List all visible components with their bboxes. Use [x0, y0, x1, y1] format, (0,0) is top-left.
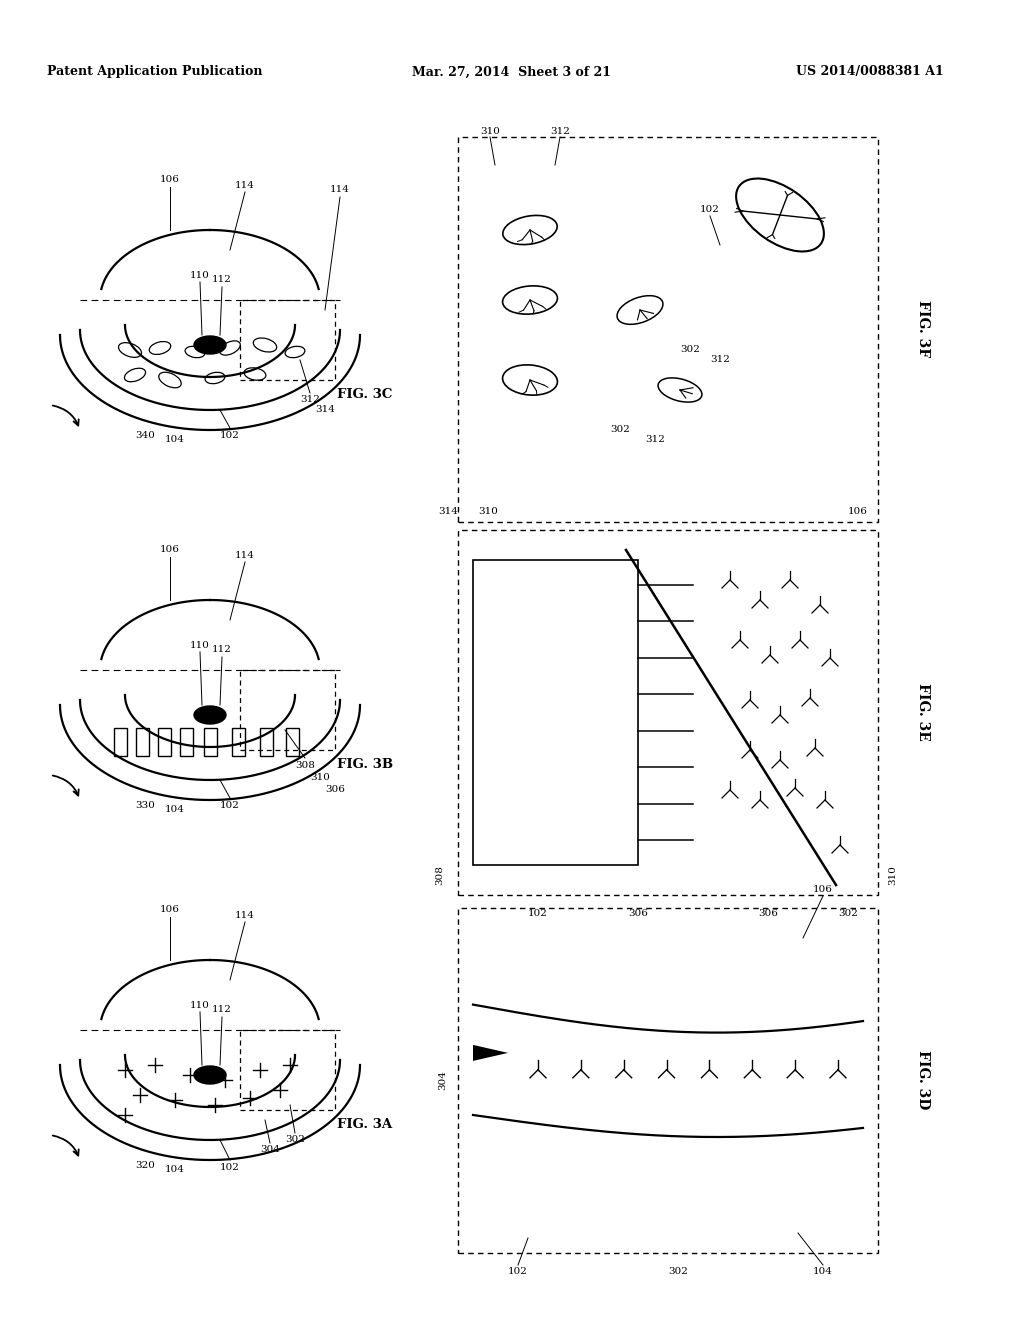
Text: US 2014/0088381 A1: US 2014/0088381 A1: [796, 66, 944, 78]
Bar: [240, 1030, 335, 1110]
Text: 302: 302: [610, 425, 630, 434]
Text: 320: 320: [135, 1160, 155, 1170]
Text: FIG. 3F: FIG. 3F: [916, 301, 930, 358]
Text: 102: 102: [528, 908, 548, 917]
Bar: [259, 729, 272, 756]
Text: 102: 102: [508, 1266, 528, 1275]
Text: 114: 114: [236, 181, 255, 190]
Text: FIG. 3A: FIG. 3A: [338, 1118, 392, 1131]
Text: 310: 310: [480, 128, 500, 136]
Text: 114: 114: [236, 550, 255, 560]
Text: 302: 302: [680, 346, 700, 355]
Text: 106: 106: [848, 507, 868, 516]
Text: 104: 104: [813, 1266, 833, 1275]
Text: 110: 110: [190, 640, 210, 649]
Text: FIG. 3B: FIG. 3B: [337, 759, 393, 771]
Text: 306: 306: [628, 908, 648, 917]
Text: 314: 314: [438, 507, 458, 516]
Text: 302: 302: [838, 908, 858, 917]
Bar: [240, 300, 335, 380]
Text: 304: 304: [260, 1146, 280, 1155]
Text: 104: 104: [165, 805, 185, 814]
Text: 106: 106: [160, 545, 180, 554]
Text: 102: 102: [700, 206, 720, 214]
Text: 330: 330: [135, 800, 155, 809]
Text: 114: 114: [330, 186, 350, 194]
Text: 102: 102: [220, 800, 240, 809]
Bar: [204, 729, 216, 756]
Ellipse shape: [194, 337, 226, 354]
Text: 308: 308: [435, 865, 444, 884]
Text: 340: 340: [135, 430, 155, 440]
Text: 306: 306: [325, 785, 345, 795]
Bar: [473, 560, 638, 865]
Bar: [458, 531, 878, 895]
Text: Mar. 27, 2014  Sheet 3 of 21: Mar. 27, 2014 Sheet 3 of 21: [413, 66, 611, 78]
Text: 112: 112: [212, 1006, 232, 1015]
Polygon shape: [473, 1045, 508, 1061]
Text: 104: 104: [165, 1166, 185, 1175]
Text: 112: 112: [212, 645, 232, 655]
Text: 102: 102: [220, 430, 240, 440]
Bar: [114, 729, 127, 756]
Text: 310: 310: [889, 865, 897, 884]
Bar: [458, 908, 878, 1253]
Text: FIG. 3C: FIG. 3C: [337, 388, 392, 401]
Text: 110: 110: [190, 1001, 210, 1010]
Text: Patent Application Publication: Patent Application Publication: [47, 66, 263, 78]
Bar: [458, 137, 878, 521]
Text: 310: 310: [310, 774, 330, 783]
Text: 106: 106: [813, 886, 833, 895]
Text: 312: 312: [300, 396, 319, 404]
Text: 312: 312: [645, 436, 665, 445]
Text: 312: 312: [550, 128, 570, 136]
Text: 310: 310: [478, 507, 498, 516]
Text: 106: 106: [160, 906, 180, 915]
Text: 106: 106: [160, 176, 180, 185]
Ellipse shape: [194, 1067, 226, 1084]
Bar: [231, 729, 245, 756]
Text: 312: 312: [710, 355, 730, 364]
Text: 102: 102: [220, 1163, 240, 1172]
Bar: [179, 729, 193, 756]
Text: 302: 302: [285, 1135, 305, 1144]
Text: FIG. 3E: FIG. 3E: [916, 682, 930, 741]
Text: 104: 104: [165, 436, 185, 445]
Text: 306: 306: [758, 908, 778, 917]
Bar: [286, 729, 299, 756]
Text: 302: 302: [668, 1266, 688, 1275]
Ellipse shape: [194, 706, 226, 723]
Text: FIG. 3D: FIG. 3D: [916, 1051, 930, 1110]
Text: 114: 114: [236, 911, 255, 920]
Text: 304: 304: [438, 1071, 447, 1090]
Bar: [135, 729, 148, 756]
Bar: [240, 671, 335, 750]
Bar: [158, 729, 171, 756]
Text: 110: 110: [190, 271, 210, 280]
Text: 314: 314: [315, 405, 335, 414]
Text: 308: 308: [295, 760, 315, 770]
Text: 112: 112: [212, 276, 232, 285]
